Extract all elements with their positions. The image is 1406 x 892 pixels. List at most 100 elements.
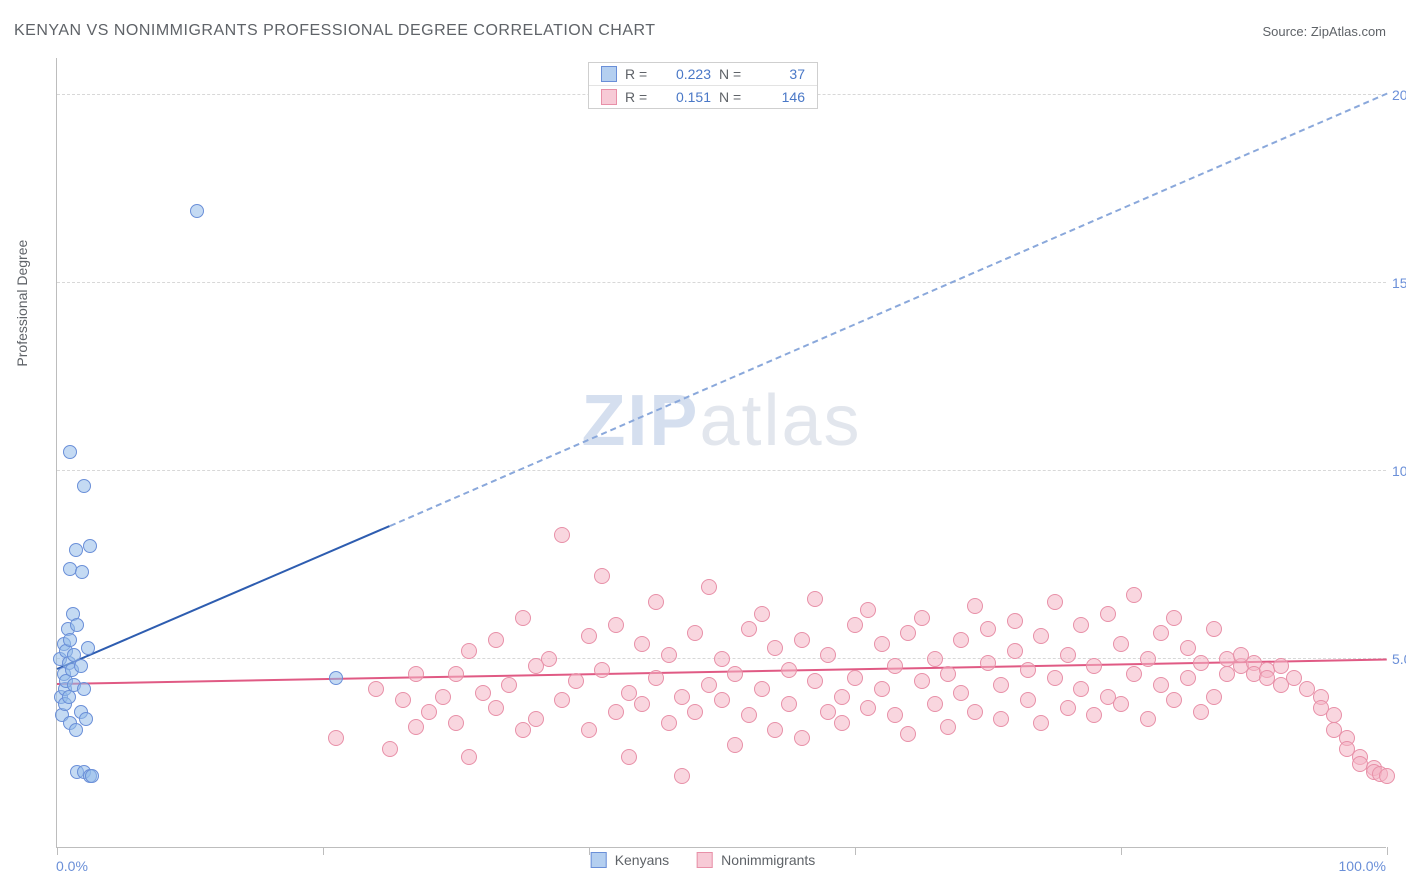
data-point-nonimmigrants xyxy=(1086,707,1102,723)
data-point-nonimmigrants xyxy=(408,719,424,735)
legend-label: Kenyans xyxy=(615,852,669,868)
data-point-nonimmigrants xyxy=(794,730,810,746)
data-point-kenyans xyxy=(190,204,204,218)
data-point-nonimmigrants xyxy=(1326,707,1342,723)
x-axis-min-label: 0.0% xyxy=(56,858,88,874)
data-point-nonimmigrants xyxy=(435,689,451,705)
data-point-nonimmigrants xyxy=(568,673,584,689)
y-tick-label: 20.0% xyxy=(1392,87,1406,103)
data-point-nonimmigrants xyxy=(687,704,703,720)
data-point-nonimmigrants xyxy=(528,711,544,727)
stat-r-label: R = xyxy=(625,66,653,82)
y-axis-title: Professional Degree xyxy=(14,240,30,367)
data-point-nonimmigrants xyxy=(767,722,783,738)
data-point-nonimmigrants xyxy=(860,700,876,716)
watermark-part1: ZIP xyxy=(581,381,699,461)
x-tick xyxy=(1387,847,1388,855)
data-point-nonimmigrants xyxy=(674,689,690,705)
data-point-nonimmigrants xyxy=(914,610,930,626)
data-point-nonimmigrants xyxy=(648,594,664,610)
data-point-nonimmigrants xyxy=(1140,711,1156,727)
stat-r-value: 0.223 xyxy=(661,66,711,82)
data-point-nonimmigrants xyxy=(701,677,717,693)
data-point-nonimmigrants xyxy=(741,707,757,723)
data-point-nonimmigrants xyxy=(475,685,491,701)
data-point-nonimmigrants xyxy=(701,579,717,595)
legend-item-pink: Nonimmigrants xyxy=(697,852,815,868)
stat-n-label: N = xyxy=(719,89,747,105)
data-point-kenyans xyxy=(81,641,95,655)
data-point-nonimmigrants xyxy=(1100,606,1116,622)
data-point-nonimmigrants xyxy=(1060,647,1076,663)
data-point-kenyans xyxy=(63,445,77,459)
stat-r-label: R = xyxy=(625,89,653,105)
data-point-nonimmigrants xyxy=(1153,677,1169,693)
data-point-nonimmigrants xyxy=(993,677,1009,693)
data-point-nonimmigrants xyxy=(554,527,570,543)
data-point-nonimmigrants xyxy=(1060,700,1076,716)
data-point-nonimmigrants xyxy=(781,662,797,678)
data-point-nonimmigrants xyxy=(1113,636,1129,652)
data-point-nonimmigrants xyxy=(581,722,597,738)
data-point-nonimmigrants xyxy=(754,606,770,622)
stats-row: R =0.223N =37 xyxy=(589,63,817,85)
watermark: ZIPatlas xyxy=(581,380,861,462)
data-point-nonimmigrants xyxy=(448,666,464,682)
data-point-nonimmigrants xyxy=(541,651,557,667)
data-point-nonimmigrants xyxy=(448,715,464,731)
data-point-kenyans xyxy=(70,618,84,632)
trend-line-kenyans-solid xyxy=(57,525,390,670)
data-point-kenyans xyxy=(329,671,343,685)
data-point-nonimmigrants xyxy=(1166,692,1182,708)
data-point-nonimmigrants xyxy=(900,625,916,641)
data-point-nonimmigrants xyxy=(1153,625,1169,641)
data-point-nonimmigrants xyxy=(1180,640,1196,656)
data-point-nonimmigrants xyxy=(488,700,504,716)
data-point-nonimmigrants xyxy=(1007,613,1023,629)
data-point-nonimmigrants xyxy=(515,722,531,738)
data-point-nonimmigrants xyxy=(1073,681,1089,697)
data-point-nonimmigrants xyxy=(515,610,531,626)
grid-line xyxy=(57,470,1386,471)
x-tick xyxy=(323,847,324,855)
data-point-nonimmigrants xyxy=(993,711,1009,727)
data-point-nonimmigrants xyxy=(408,666,424,682)
data-point-nonimmigrants xyxy=(953,685,969,701)
y-tick-label: 10.0% xyxy=(1392,463,1406,479)
data-point-kenyans xyxy=(77,479,91,493)
data-point-nonimmigrants xyxy=(621,685,637,701)
data-point-nonimmigrants xyxy=(1126,666,1142,682)
legend-label: Nonimmigrants xyxy=(721,852,815,868)
data-point-nonimmigrants xyxy=(1020,692,1036,708)
chart-title: KENYAN VS NONIMMIGRANTS PROFESSIONAL DEG… xyxy=(14,22,656,40)
legend-item-blue: Kenyans xyxy=(591,852,669,868)
data-point-nonimmigrants xyxy=(1126,587,1142,603)
data-point-nonimmigrants xyxy=(1180,670,1196,686)
grid-line xyxy=(57,282,1386,283)
legend-swatch-pink xyxy=(697,852,713,868)
data-point-nonimmigrants xyxy=(1273,658,1289,674)
data-point-nonimmigrants xyxy=(1033,715,1049,731)
data-point-kenyans xyxy=(85,769,99,783)
data-point-kenyans xyxy=(63,633,77,647)
data-point-nonimmigrants xyxy=(608,617,624,633)
data-point-nonimmigrants xyxy=(767,640,783,656)
watermark-part2: atlas xyxy=(699,381,861,461)
data-point-nonimmigrants xyxy=(648,670,664,686)
stats-legend-box: R =0.223N =37R =0.151N =146 xyxy=(588,62,818,109)
data-point-nonimmigrants xyxy=(1047,670,1063,686)
source-label: Source: ZipAtlas.com xyxy=(1262,24,1386,39)
data-point-nonimmigrants xyxy=(1033,628,1049,644)
legend-swatch-blue xyxy=(601,66,617,82)
data-point-nonimmigrants xyxy=(887,658,903,674)
data-point-nonimmigrants xyxy=(634,696,650,712)
data-point-nonimmigrants xyxy=(674,768,690,784)
data-point-nonimmigrants xyxy=(581,628,597,644)
data-point-nonimmigrants xyxy=(1073,617,1089,633)
plot-area: ZIPatlas 5.0%10.0%15.0%20.0% xyxy=(56,58,1386,848)
data-point-nonimmigrants xyxy=(820,647,836,663)
data-point-nonimmigrants xyxy=(940,666,956,682)
data-point-nonimmigrants xyxy=(927,651,943,667)
data-point-nonimmigrants xyxy=(781,696,797,712)
data-point-nonimmigrants xyxy=(687,625,703,641)
